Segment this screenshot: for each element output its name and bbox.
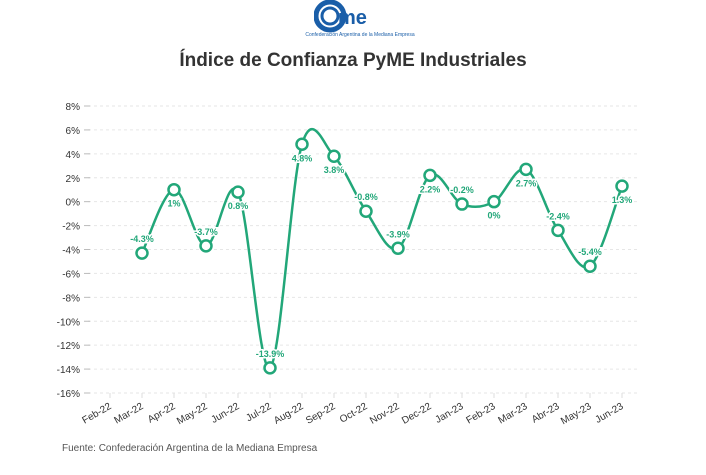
data-point bbox=[359, 204, 373, 218]
x-tick-label: Jul-22 bbox=[244, 401, 273, 424]
x-tick-label: Jun-22 bbox=[210, 401, 242, 426]
data-label: 2.7% bbox=[516, 178, 537, 188]
x-tick-label: Mar-22 bbox=[113, 401, 146, 427]
data-label: -5.4% bbox=[578, 247, 602, 257]
x-tick-label: May-23 bbox=[559, 401, 594, 427]
x-tick-label: Feb-22 bbox=[81, 401, 114, 427]
came-logo: me bbox=[314, 0, 367, 33]
data-label: 3.8% bbox=[324, 165, 345, 175]
data-point bbox=[327, 149, 341, 163]
x-tick-label: Dec-22 bbox=[400, 401, 434, 427]
data-point bbox=[135, 246, 149, 260]
data-label: -2.4% bbox=[546, 211, 570, 221]
y-tick-label: -8% bbox=[62, 293, 80, 304]
data-point bbox=[199, 239, 213, 253]
x-tick-label: Nov-22 bbox=[368, 401, 402, 427]
data-label: -3.7% bbox=[194, 227, 218, 237]
data-label: 1.3% bbox=[612, 195, 633, 205]
data-label: -3.9% bbox=[386, 229, 410, 239]
x-tick-label: May-22 bbox=[175, 401, 210, 427]
x-tick-label: Oct-22 bbox=[338, 401, 370, 426]
x-tick-label: Abr-23 bbox=[530, 401, 562, 426]
data-label: -0.2% bbox=[450, 185, 474, 195]
data-label: -0.8% bbox=[354, 192, 378, 202]
y-tick-label: 4% bbox=[66, 150, 81, 161]
data-point bbox=[615, 179, 629, 193]
y-tick-label: -4% bbox=[62, 246, 80, 257]
series-line bbox=[140, 127, 624, 370]
data-point bbox=[551, 223, 565, 238]
x-tick-label: Aug-22 bbox=[272, 401, 306, 427]
y-tick-label: -14% bbox=[57, 365, 80, 376]
y-tick-label: -10% bbox=[57, 317, 80, 328]
data-point bbox=[455, 197, 469, 211]
data-point bbox=[487, 194, 501, 209]
data-point bbox=[583, 259, 597, 273]
data-label: 0.8% bbox=[228, 201, 249, 211]
svg-text:me: me bbox=[338, 7, 367, 29]
data-label: -13.9% bbox=[256, 349, 285, 359]
x-tick-label: Jan-23 bbox=[434, 401, 466, 426]
data-label: 0% bbox=[487, 211, 500, 221]
x-tick-label: Apr-22 bbox=[146, 401, 178, 426]
data-label: 4.8% bbox=[292, 153, 313, 163]
x-tick-label: Jun-23 bbox=[594, 401, 626, 426]
logo-subtitle: Confederación Argentina de la Mediana Em… bbox=[305, 32, 415, 38]
data-point bbox=[519, 162, 533, 177]
data-point bbox=[423, 168, 437, 183]
y-tick-label: -2% bbox=[62, 222, 80, 233]
data-point bbox=[231, 185, 245, 199]
y-tick-label: -6% bbox=[62, 269, 80, 280]
data-point bbox=[295, 137, 309, 152]
data-point bbox=[167, 182, 181, 197]
y-tick-label: -12% bbox=[57, 341, 80, 352]
data-label: -4.3% bbox=[130, 234, 154, 244]
data-label: 2.2% bbox=[420, 184, 441, 194]
data-point bbox=[391, 241, 405, 256]
y-tick-label: 2% bbox=[66, 174, 81, 185]
y-tick-label: 8% bbox=[66, 102, 81, 113]
x-tick-label: Mar-23 bbox=[497, 401, 530, 427]
source-note: Fuente: Confederación Argentina de la Me… bbox=[62, 443, 318, 454]
y-tick-label: 0% bbox=[66, 198, 81, 209]
data-point bbox=[263, 361, 277, 375]
y-tick-label: 6% bbox=[66, 126, 81, 137]
line-chart: 8%6%4%2%0%-2%-4%-6%-8%-10%-12%-14%-16%Fe… bbox=[57, 102, 640, 427]
chart-title: Índice de Confianza PyME Industriales bbox=[179, 50, 527, 71]
y-tick-label: -16% bbox=[57, 389, 80, 400]
x-tick-label: Sep-22 bbox=[304, 401, 338, 427]
data-label: 1% bbox=[167, 199, 180, 209]
x-tick-label: Feb-23 bbox=[465, 401, 498, 427]
